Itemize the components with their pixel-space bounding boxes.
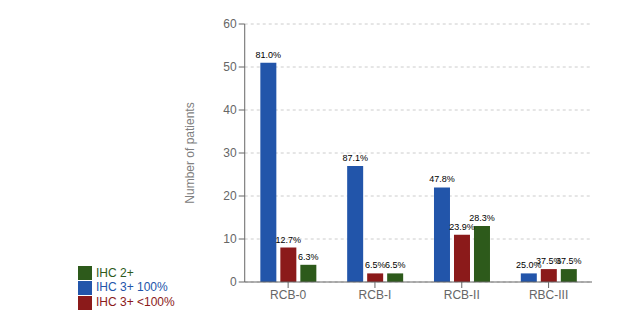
html-text:IHC 3+ <100%: IHC 3+ <100%: [96, 295, 175, 310]
html-text:IHC 2+: IHC 2+: [96, 265, 134, 280]
svg-text:47.8%: 47.8%: [429, 174, 455, 184]
svg-text:0: 0: [230, 275, 237, 289]
svg-text:Number of patients: Number of patients: [183, 102, 197, 203]
svg-text:37.5%: 37.5%: [536, 256, 562, 267]
html-text:IHC 3+ 100%: IHC 3+ 100%: [96, 280, 168, 295]
svg-text:87.1%: 87.1%: [342, 153, 368, 163]
svg-text:RCB-II: RCB-II: [444, 288, 480, 302]
svg-text:37.5%: 37.5%: [556, 256, 582, 266]
svg-text:40: 40: [223, 103, 237, 117]
svg-text:RCB-I: RCB-I: [359, 288, 392, 302]
svg-text:23.9%: 23.9%: [449, 222, 475, 232]
svg-text:RBC-III: RBC-III: [529, 288, 568, 302]
svg-text:RCB-0: RCB-0: [270, 288, 306, 302]
svg-text:6.3%: 6.3%: [298, 252, 319, 262]
svg-text:25.0%: 25.0%: [516, 260, 542, 271]
svg-text:81.0%: 81.0%: [256, 50, 282, 60]
svg-text:50: 50: [223, 60, 237, 74]
svg-text:20: 20: [223, 189, 237, 203]
svg-text:28.3%: 28.3%: [469, 213, 495, 223]
svg-text:10: 10: [223, 232, 237, 246]
svg-text:6.5%: 6.5%: [385, 260, 406, 270]
svg-text:60: 60: [223, 17, 237, 31]
svg-text:6.5%: 6.5%: [365, 260, 386, 270]
svg-text:12.7%: 12.7%: [276, 235, 302, 245]
svg-text:30: 30: [223, 146, 237, 160]
